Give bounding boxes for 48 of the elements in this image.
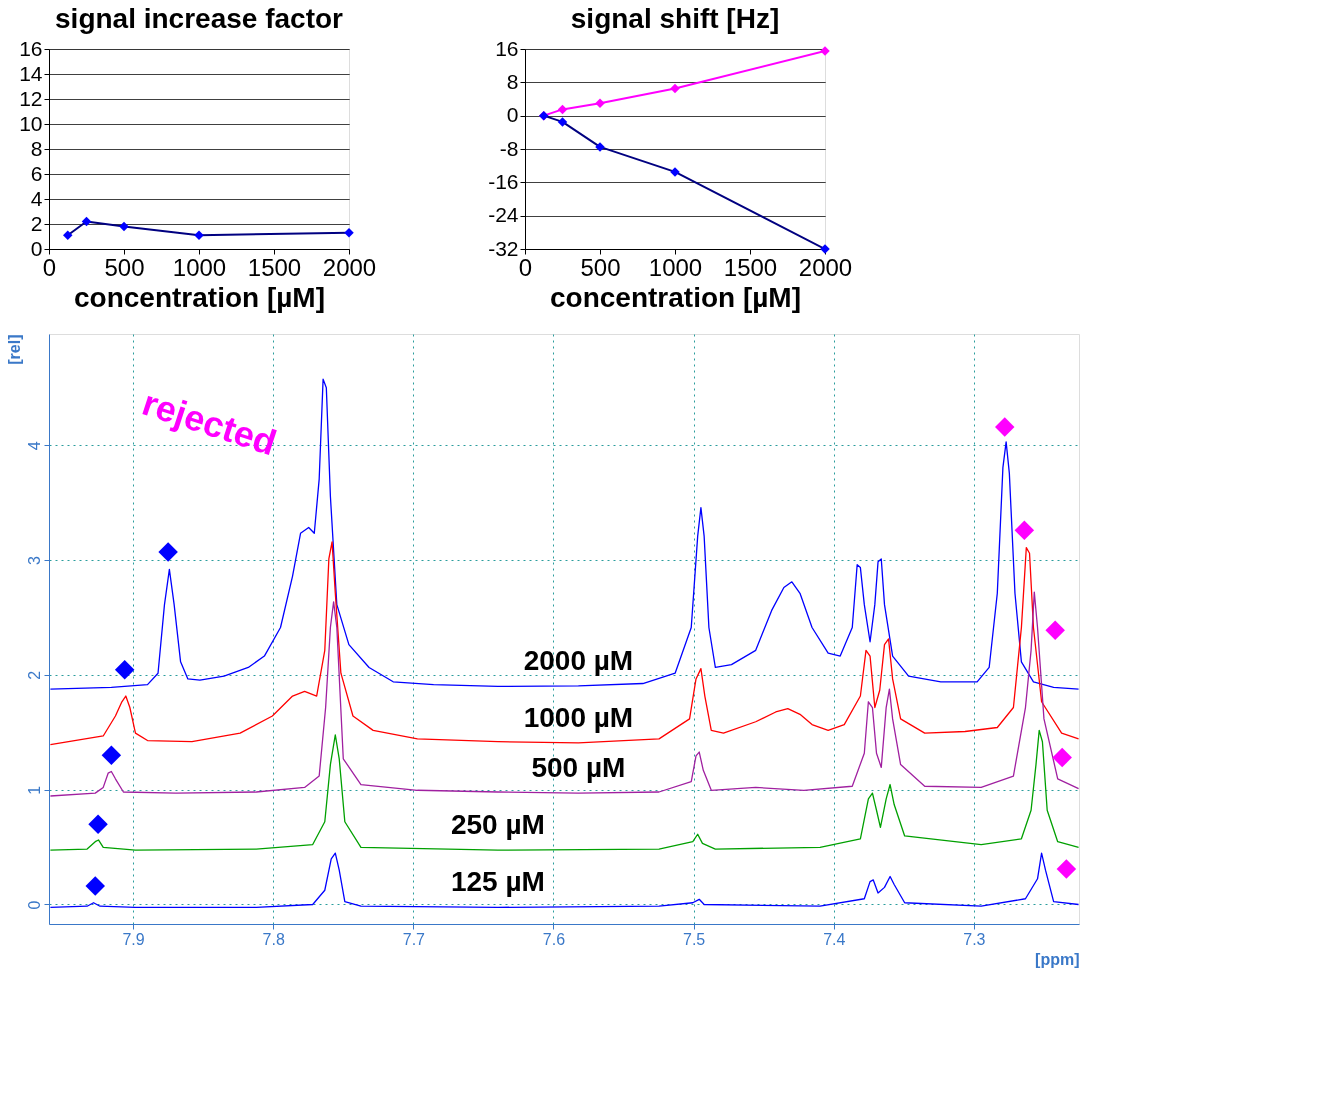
series-label: 250 µM: [450, 809, 545, 841]
x-axis-title: [ppm]: [1035, 950, 1080, 968]
x-tick-label: 1500: [723, 253, 778, 281]
x-axis-title: concentration [µM]: [73, 281, 326, 313]
x-tick-label: 7.4: [823, 930, 846, 948]
x-tick-label: 1000: [648, 253, 703, 281]
chart-title: signal increase factor: [55, 3, 344, 34]
series-label: 125 µM: [450, 866, 545, 898]
x-tick-label: 7.9: [122, 930, 145, 948]
x-tick-label: 500: [580, 253, 621, 281]
y-tick-label: 8: [506, 69, 519, 93]
x-tick-label: 2000: [798, 253, 853, 281]
y-tick-label: 12: [19, 86, 43, 110]
y-tick-label: -16: [488, 169, 519, 193]
series-label: 500 µM: [531, 752, 626, 784]
x-tick-label: 500: [104, 253, 145, 281]
x-tick-label: 7.8: [262, 930, 285, 948]
chart-title: signal shift [Hz]: [570, 3, 780, 34]
y-axis-title: [rel]: [5, 334, 23, 365]
x-tick-label: 1500: [247, 253, 302, 281]
x-tick-label: 7.7: [402, 930, 426, 948]
x-tick-label: 2000: [322, 253, 377, 281]
x-axis-title: concentration [µM]: [549, 281, 802, 313]
x-tick-label: 7.6: [542, 930, 566, 948]
y-tick-label: 4: [30, 186, 43, 210]
y-tick-label: 16: [19, 36, 43, 60]
y-tick-label: 4: [25, 441, 43, 451]
x-tick-label: 7.3: [963, 930, 986, 948]
x-tick-label: 7.5: [683, 930, 706, 948]
y-tick-label: 0: [506, 103, 519, 127]
y-tick-label: -8: [499, 136, 519, 160]
y-tick-label: 2: [25, 670, 43, 680]
y-tick-label: 3: [25, 556, 43, 566]
y-tick-label: 16: [495, 36, 519, 60]
series-label: 2000 µM: [523, 644, 634, 676]
y-tick-label: 10: [19, 111, 43, 135]
y-tick-label: 2: [30, 211, 43, 235]
y-tick-label: 8: [30, 136, 43, 160]
y-tick-label: 0: [30, 236, 43, 260]
x-tick-label: 1000: [172, 253, 227, 281]
annotation: rejected: [137, 381, 282, 464]
series-label: 1000 µM: [523, 701, 634, 733]
y-tick-label: -24: [488, 203, 519, 227]
y-tick-label: 6: [30, 161, 43, 185]
y-tick-label: 14: [19, 61, 43, 85]
y-tick-label: 1: [25, 785, 43, 795]
y-tick-label: -32: [488, 236, 519, 260]
y-tick-label: 0: [25, 900, 43, 910]
